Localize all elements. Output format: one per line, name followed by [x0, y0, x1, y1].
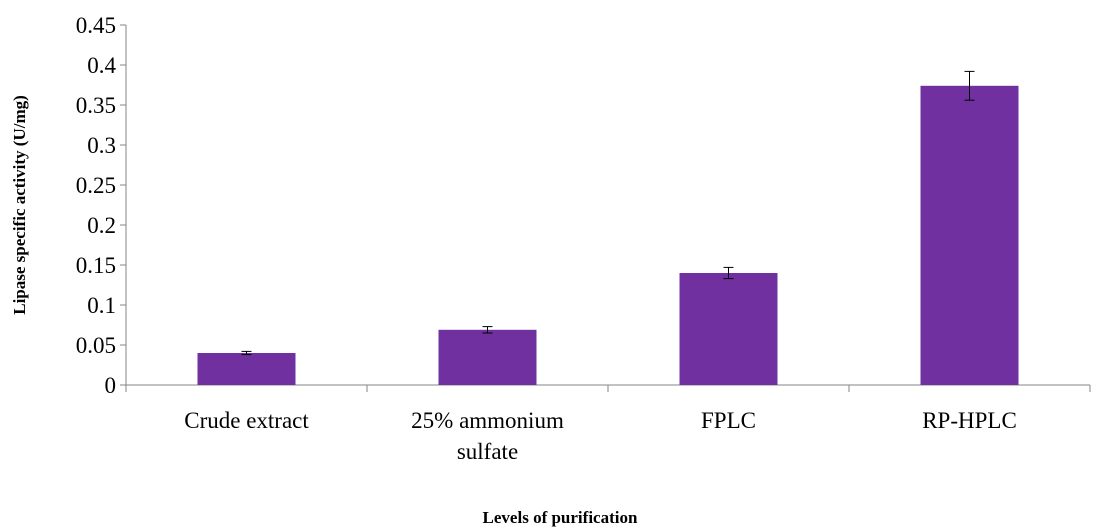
error-bars: [241, 70, 975, 356]
y-tick-label: 0.3: [87, 133, 116, 158]
x-category-label: Crude extract: [184, 408, 309, 433]
y-tick-label: 0.1: [87, 293, 116, 318]
x-category-label-line: FPLC: [701, 408, 756, 433]
bar: [920, 85, 1019, 386]
bar: [438, 329, 537, 385]
x-category-label-line: sulfate: [457, 439, 518, 464]
bar: [197, 353, 296, 385]
bar: [679, 273, 778, 385]
x-category-label-line: RP-HPLC: [922, 408, 1017, 433]
x-axis: Crude extract 25% ammonium sulfate FPLC RP-H…: [125, 384, 1091, 464]
x-axis-title: Levels of purification: [483, 508, 638, 527]
y-tick-label: 0.35: [76, 93, 116, 118]
x-category-label-line: 25% ammonium: [411, 408, 564, 433]
y-axis-title: Lipase specific activity (U/mg): [10, 95, 29, 315]
x-category-label: RP-HPLC: [922, 408, 1017, 433]
y-tick-label: 0.05: [76, 333, 116, 358]
y-tick-label: 0: [105, 373, 117, 398]
x-category-label-line: Crude extract: [184, 408, 309, 433]
x-category-label: 25% ammonium sulfate: [411, 408, 564, 464]
y-tick-label: 0.2: [87, 213, 116, 238]
y-tick-label: 0.15: [76, 253, 116, 278]
bars: [197, 85, 1019, 386]
y-tick-label: 0.4: [87, 53, 116, 78]
y-axis: 0 0.05 0.1 0.15 0.2 0.25 0.3 0.35 0.4 0.45: [76, 13, 127, 398]
x-category-label: FPLC: [701, 408, 756, 433]
y-tick-label: 0.45: [76, 13, 116, 38]
y-tick-label: 0.25: [76, 173, 116, 198]
